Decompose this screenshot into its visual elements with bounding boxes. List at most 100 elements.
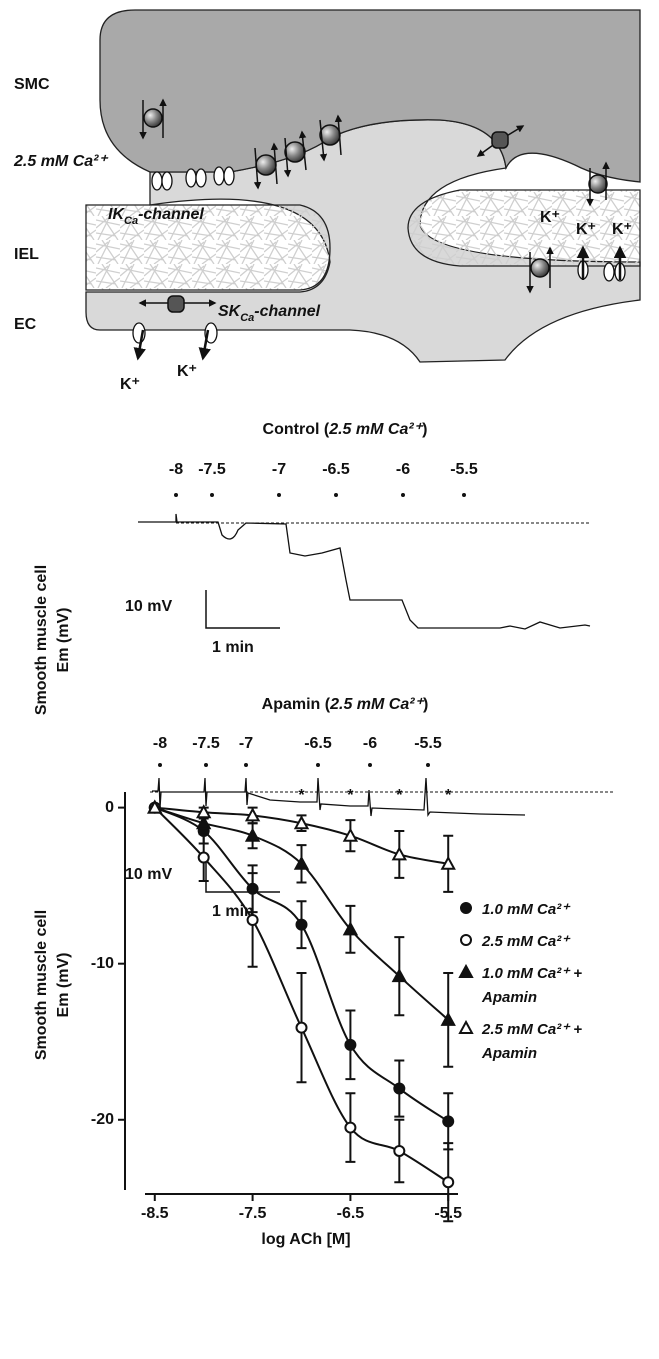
concentration-label: -8	[169, 461, 183, 478]
calcium-label: 2.5 mM Ca²⁺	[13, 153, 108, 170]
data-point	[244, 807, 261, 822]
data-point	[246, 913, 259, 926]
concentration-label: -7	[239, 735, 253, 752]
k-label: K⁺	[177, 363, 197, 380]
k-label: K⁺	[612, 221, 632, 238]
data-point	[442, 1176, 455, 1189]
y-axis-label: Smooth muscle cell	[33, 910, 50, 1060]
data-point	[344, 1038, 357, 1051]
data-point	[196, 804, 212, 819]
iel-right	[407, 189, 641, 267]
concentration-label: -6	[363, 735, 377, 752]
label-part: Ca	[124, 215, 138, 227]
legend-symbol	[460, 902, 472, 914]
k-label: K⁺	[576, 221, 596, 238]
data-point	[393, 1082, 406, 1095]
legend-symbol	[460, 934, 472, 946]
data-point	[342, 827, 359, 842]
title-part: )	[422, 421, 427, 438]
concentration-label: -6	[396, 461, 410, 478]
significance-label: *	[445, 787, 452, 804]
scale-x: 1 min	[212, 639, 254, 656]
y-tick-label: -20	[91, 1111, 114, 1128]
legend-label: 2.5 mM Ca²⁺ + Apamin	[482, 1021, 583, 1062]
label-part: Ca	[240, 312, 254, 324]
trace-title: Apamin (2.5 mM Ca²⁺)	[262, 696, 429, 713]
x-axis-label: log ACh [M]	[261, 1231, 350, 1248]
concentration-label: -6.5	[304, 735, 332, 752]
control-trace	[138, 513, 591, 630]
data-point	[196, 815, 212, 830]
legend-symbol	[458, 964, 474, 978]
data-point	[293, 855, 310, 870]
data-point	[295, 918, 308, 931]
concentration-label: -8	[153, 735, 167, 752]
data-point	[393, 1144, 406, 1157]
smc-label: SMC	[14, 76, 50, 93]
k-arrows	[133, 245, 627, 361]
legend-entry: 2.5 mM Ca²⁺ + Apamin	[458, 1018, 648, 1066]
ik-label: IKCa-channel	[108, 206, 204, 227]
concentration-label: -5.5	[450, 461, 478, 478]
data-point	[147, 799, 163, 814]
legend: 1.0 mM Ca²⁺ 2.5 mM Ca²⁺ 1.0 mM Ca²⁺ + Apam…	[458, 898, 648, 1074]
legend-entry: 1.0 mM Ca²⁺ + Apamin	[458, 962, 648, 1010]
title-part: 2.5 mM Ca²⁺	[328, 421, 423, 438]
concentration-label: -7.5	[192, 735, 220, 752]
legend-marker	[458, 964, 474, 978]
legend-marker	[458, 1020, 474, 1034]
ec-label: EC	[14, 316, 37, 333]
ik-channels	[138, 98, 610, 313]
label-part: SK	[218, 303, 242, 320]
title-part: )	[423, 696, 428, 713]
data-point	[391, 846, 407, 861]
x-tick-label: -8.5	[141, 1205, 169, 1222]
scale-x: 1 min	[212, 903, 254, 920]
application-dots	[158, 493, 466, 767]
trace-ylabel: Em (mV)	[55, 608, 72, 673]
x-tick-label: -6.5	[337, 1205, 365, 1222]
concentration-label: -6.5	[322, 461, 350, 478]
apamin-trace	[152, 777, 526, 817]
legend-entry: 1.0 mM Ca²⁺	[458, 898, 648, 922]
label-part: -channel	[138, 206, 204, 223]
data-point	[197, 851, 210, 864]
legend-label: 1.0 mM Ca²⁺	[482, 901, 570, 918]
legend-marker	[460, 902, 472, 914]
iel-label: IEL	[14, 246, 39, 263]
trace-ylabel: Smooth muscle cell	[33, 565, 50, 715]
title-part: Apamin (	[262, 696, 331, 713]
concentration-label: -7	[272, 461, 286, 478]
traces	[138, 493, 615, 893]
legend-marker	[460, 934, 472, 946]
iel-left	[85, 204, 331, 291]
data-point	[440, 1011, 456, 1026]
sk-label: SKCa-channel	[218, 303, 321, 324]
k-label: K⁺	[540, 209, 560, 226]
data-point	[244, 827, 261, 842]
trace-title: Control (2.5 mM Ca²⁺)	[263, 421, 428, 438]
title-part: Control (	[263, 421, 330, 438]
label-part: -channel	[254, 303, 320, 320]
y-tick-label: 0	[105, 799, 114, 816]
data-point	[442, 1115, 455, 1128]
diagram: SMC 2.5 mM Ca²⁺ IEL EC IKCa-channel SKCa…	[13, 9, 641, 393]
legend-label: 2.5 mM Ca²⁺	[482, 933, 570, 950]
concentration-label: -7.5	[198, 461, 226, 478]
y-tick-label: -10	[91, 955, 114, 972]
data-point	[344, 1121, 357, 1134]
scale-y: 10 mV	[125, 866, 172, 883]
significance-label: *	[347, 787, 354, 804]
x-tick-label: -7.5	[239, 1205, 267, 1222]
k-label: K⁺	[120, 376, 140, 393]
data-point	[293, 815, 310, 830]
significance-label: *	[298, 787, 305, 804]
data-point	[342, 921, 359, 936]
significance-label: *	[396, 787, 403, 804]
legend-label: 1.0 mM Ca²⁺ + Apamin	[482, 965, 583, 1006]
legend-entry: 2.5 mM Ca²⁺	[458, 930, 648, 954]
y-axis-label: Em (mV)	[55, 953, 72, 1018]
scale-y: 10 mV	[125, 598, 172, 615]
